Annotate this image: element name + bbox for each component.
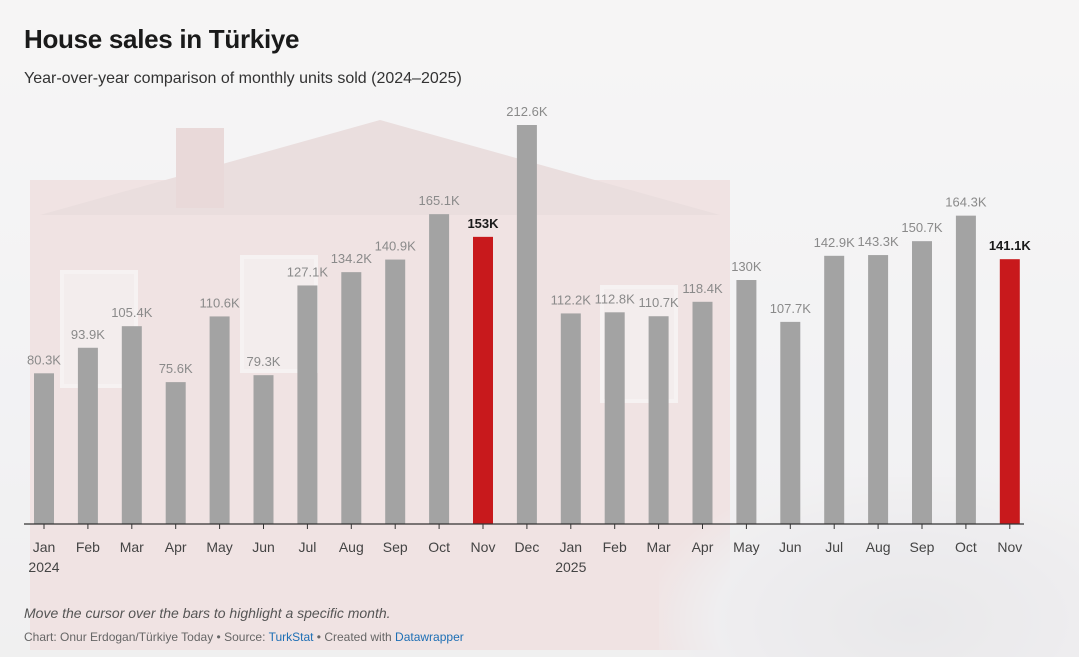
bar-value-label-22: 141.1K bbox=[989, 238, 1032, 253]
x-tick-label-16: May bbox=[733, 539, 759, 555]
bar-14[interactable] bbox=[648, 316, 669, 524]
credit-separator-tool: • Created with bbox=[313, 630, 396, 644]
x-tick-label-1: Feb bbox=[76, 539, 100, 555]
chart-title: House sales in Türkiye bbox=[24, 24, 300, 54]
bar-8[interactable] bbox=[385, 259, 406, 524]
bar-19[interactable] bbox=[868, 255, 889, 524]
x-tick-label-7: Aug bbox=[339, 539, 364, 555]
x-tick-label-22: Nov bbox=[997, 539, 1022, 555]
x-year-label-12: 2025 bbox=[555, 559, 586, 575]
bar-value-label-20: 150.7K bbox=[901, 220, 943, 235]
bar-0[interactable] bbox=[34, 373, 54, 524]
bar-value-label-0: 80.3K bbox=[27, 352, 61, 367]
x-tick-label-4: May bbox=[206, 539, 232, 555]
bar-22[interactable] bbox=[999, 259, 1020, 524]
x-tick-label-10: Nov bbox=[471, 539, 496, 555]
chart-subtitle: Year-over-year comparison of monthly uni… bbox=[24, 70, 462, 87]
bar-20[interactable] bbox=[912, 241, 932, 524]
bar-value-label-6: 127.1K bbox=[287, 264, 329, 279]
bar-21[interactable] bbox=[955, 215, 976, 524]
bar-value-label-1: 93.9K bbox=[71, 327, 105, 342]
bar-2[interactable] bbox=[121, 326, 142, 524]
bar-12[interactable] bbox=[560, 313, 581, 524]
bar-3[interactable] bbox=[165, 382, 186, 524]
bar-value-label-12: 112.2K bbox=[551, 292, 592, 307]
bar-value-label-18: 142.9K bbox=[814, 235, 856, 250]
x-tick-label-0: Jan bbox=[33, 539, 56, 555]
x-year-label-0: 2024 bbox=[28, 559, 59, 575]
hover-instruction-note: Move the cursor over the bars to highlig… bbox=[24, 605, 391, 621]
bar-value-label-2: 105.4K bbox=[111, 305, 153, 320]
bar-4[interactable] bbox=[209, 316, 230, 524]
bar-5[interactable] bbox=[253, 375, 274, 524]
x-tick-label-13: Feb bbox=[603, 539, 627, 555]
x-tick-label-21: Oct bbox=[955, 539, 977, 555]
source-link[interactable]: TurkStat bbox=[268, 630, 314, 644]
bar-18[interactable] bbox=[824, 255, 845, 525]
bar-value-label-3: 75.6K bbox=[159, 361, 193, 376]
bar-value-label-13: 112.8K bbox=[595, 291, 636, 306]
x-tick-label-14: Mar bbox=[647, 539, 671, 555]
x-tick-label-9: Oct bbox=[428, 539, 450, 555]
bar-16[interactable] bbox=[736, 280, 757, 524]
bar-13[interactable] bbox=[604, 312, 625, 524]
bar-15[interactable] bbox=[692, 301, 713, 524]
bar-value-label-4: 110.6K bbox=[199, 295, 240, 310]
x-tick-label-11: Dec bbox=[514, 539, 539, 555]
bar-value-label-9: 165.1K bbox=[418, 193, 460, 208]
bar-value-label-14: 110.7K bbox=[638, 295, 679, 310]
x-tick-label-15: Apr bbox=[692, 539, 714, 555]
bar-chart: 80.3K Jan 2024 93.9K Feb 105.4K Mar 75.6K Apr 110… bbox=[24, 104, 1032, 575]
bar-value-label-5: 79.3K bbox=[247, 354, 281, 369]
x-tick-label-12: Jan bbox=[560, 539, 583, 555]
x-tick-label-6: Jul bbox=[298, 539, 316, 555]
bar-value-label-15: 118.4K bbox=[682, 281, 723, 296]
x-tick-label-2: Mar bbox=[120, 539, 144, 555]
bar-value-label-8: 140.9K bbox=[375, 239, 417, 254]
x-tick-label-3: Apr bbox=[165, 539, 187, 555]
bar-value-label-11: 212.6K bbox=[506, 104, 548, 119]
x-tick-label-19: Aug bbox=[866, 539, 891, 555]
bar-value-label-17: 107.7K bbox=[770, 301, 812, 316]
bar-1[interactable] bbox=[77, 347, 98, 524]
bar-value-label-10: 153K bbox=[467, 216, 499, 231]
x-tick-label-5: Jun bbox=[252, 539, 275, 555]
x-tick-label-20: Sep bbox=[910, 539, 935, 555]
bar-7[interactable] bbox=[341, 272, 362, 524]
credit-author: Chart: Onur Erdogan/Türkiye Today bbox=[24, 630, 214, 644]
x-tick-label-17: Jun bbox=[779, 539, 802, 555]
x-tick-label-8: Sep bbox=[383, 539, 408, 555]
bar-11[interactable] bbox=[516, 125, 537, 524]
datawrapper-link[interactable]: Datawrapper bbox=[395, 630, 464, 644]
bar-10[interactable] bbox=[473, 236, 493, 524]
bar-9[interactable] bbox=[429, 214, 450, 524]
bar-value-label-7: 134.2K bbox=[331, 251, 373, 266]
bar-value-label-16: 130K bbox=[731, 259, 762, 274]
bar-value-label-21: 164.3K bbox=[945, 195, 987, 210]
x-tick-label-18: Jul bbox=[825, 539, 843, 555]
chart-credits: Chart: Onur Erdogan/Türkiye Today • Sour… bbox=[24, 630, 464, 644]
bar-value-label-19: 143.3K bbox=[857, 234, 899, 249]
bar-6[interactable] bbox=[297, 285, 318, 524]
credit-separator-source: • Source: bbox=[213, 630, 269, 644]
bar-17[interactable] bbox=[780, 321, 801, 524]
